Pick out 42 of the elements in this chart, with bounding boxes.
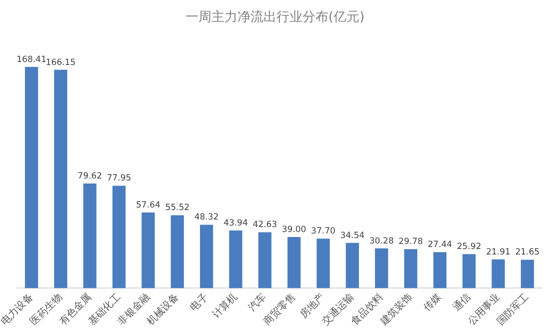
data-label: 57.64 [136,200,160,210]
bar [316,238,330,288]
data-label: 34.54 [340,230,365,241]
x-tick-label: 电子 [188,290,210,314]
bar [287,236,301,288]
bar [83,184,96,288]
data-label: 166.15 [46,58,76,68]
data-label: 168.41 [16,54,46,65]
bar [346,242,359,288]
data-label: 79.62 [78,172,102,182]
x-tick-label: 汽车 [246,290,269,314]
data-label: 29.78 [398,237,423,248]
bar [24,66,38,288]
data-label: 21.91 [486,247,510,258]
bar [404,249,418,288]
bar [142,212,155,288]
bar [433,252,446,288]
data-label: 43.94 [224,218,248,228]
x-tick-label: 传媒 [422,292,444,314]
data-label: 39.00 [282,224,306,235]
bar [462,254,476,288]
data-label: 42.63 [252,220,278,230]
x-tick-label: 计算机 [210,290,240,321]
data-label: 55.52 [165,203,190,214]
bar [200,224,214,288]
x-tick-label: 通信 [450,290,474,314]
bar [520,260,534,288]
bar [229,230,242,288]
data-label: 21.65 [515,248,540,258]
chart-title: 一周主力净流出行业分布(亿元) [185,9,365,26]
data-label: 77.95 [106,174,132,184]
data-label: 27.44 [428,240,452,250]
bar [170,215,184,288]
bar [112,186,126,288]
bar [374,248,388,288]
data-label: 37.70 [311,226,336,237]
data-label: 30.28 [369,236,394,246]
bar [54,70,68,288]
data-label: 25.92 [456,242,482,252]
bar [492,259,505,288]
data-label: 48.32 [194,212,219,223]
bar [258,232,272,288]
